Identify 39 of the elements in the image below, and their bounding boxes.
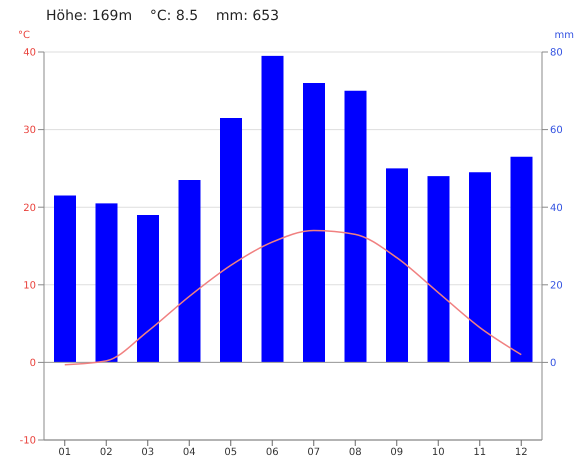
x-tick-label: 10 [432, 447, 445, 458]
bar [344, 90, 366, 362]
x-tick-label: 09 [390, 447, 404, 458]
y-axis-title: °C [18, 30, 30, 41]
y2-tick-label: 60 [550, 125, 563, 136]
bar [303, 83, 325, 362]
bar [220, 118, 242, 362]
x-tick-label: 01 [58, 447, 72, 458]
bar [178, 180, 200, 362]
x-tick-label: 07 [307, 447, 320, 458]
bar [386, 168, 408, 362]
y-tick-label: -10 [20, 436, 36, 447]
bar [469, 172, 491, 362]
x-tick-label: 04 [182, 447, 196, 458]
y2-axis-title: mm [554, 30, 574, 41]
x-tick-label: 05 [224, 447, 238, 458]
x-tick-label: 08 [348, 447, 362, 458]
y2-tick-label: 20 [550, 280, 563, 292]
y-tick-label: 20 [23, 202, 36, 214]
x-tick-label: 02 [100, 447, 113, 458]
x-tick-label: 03 [141, 447, 154, 458]
bar [510, 156, 532, 362]
y-tick-label: 0 [30, 358, 36, 369]
bar [262, 56, 284, 362]
y-tick-label: 10 [23, 280, 36, 292]
x-tick-label: 12 [514, 447, 528, 458]
x-tick-label: 06 [266, 447, 279, 458]
y2-tick-label: 80 [550, 48, 563, 59]
bar [428, 176, 450, 362]
y-tick-label: 30 [23, 125, 36, 136]
chart-title: Höhe: 169m °C: 8.5 mm: 653 [45, 8, 280, 26]
x-tick-label: 11 [473, 447, 486, 458]
bar [54, 196, 76, 362]
y-tick-label: 40 [23, 48, 36, 59]
line-series [64, 230, 522, 366]
bar [137, 214, 159, 362]
y2-tick-label: 40 [550, 202, 563, 214]
y2-tick-label: 0 [550, 358, 556, 369]
bar [96, 203, 118, 362]
